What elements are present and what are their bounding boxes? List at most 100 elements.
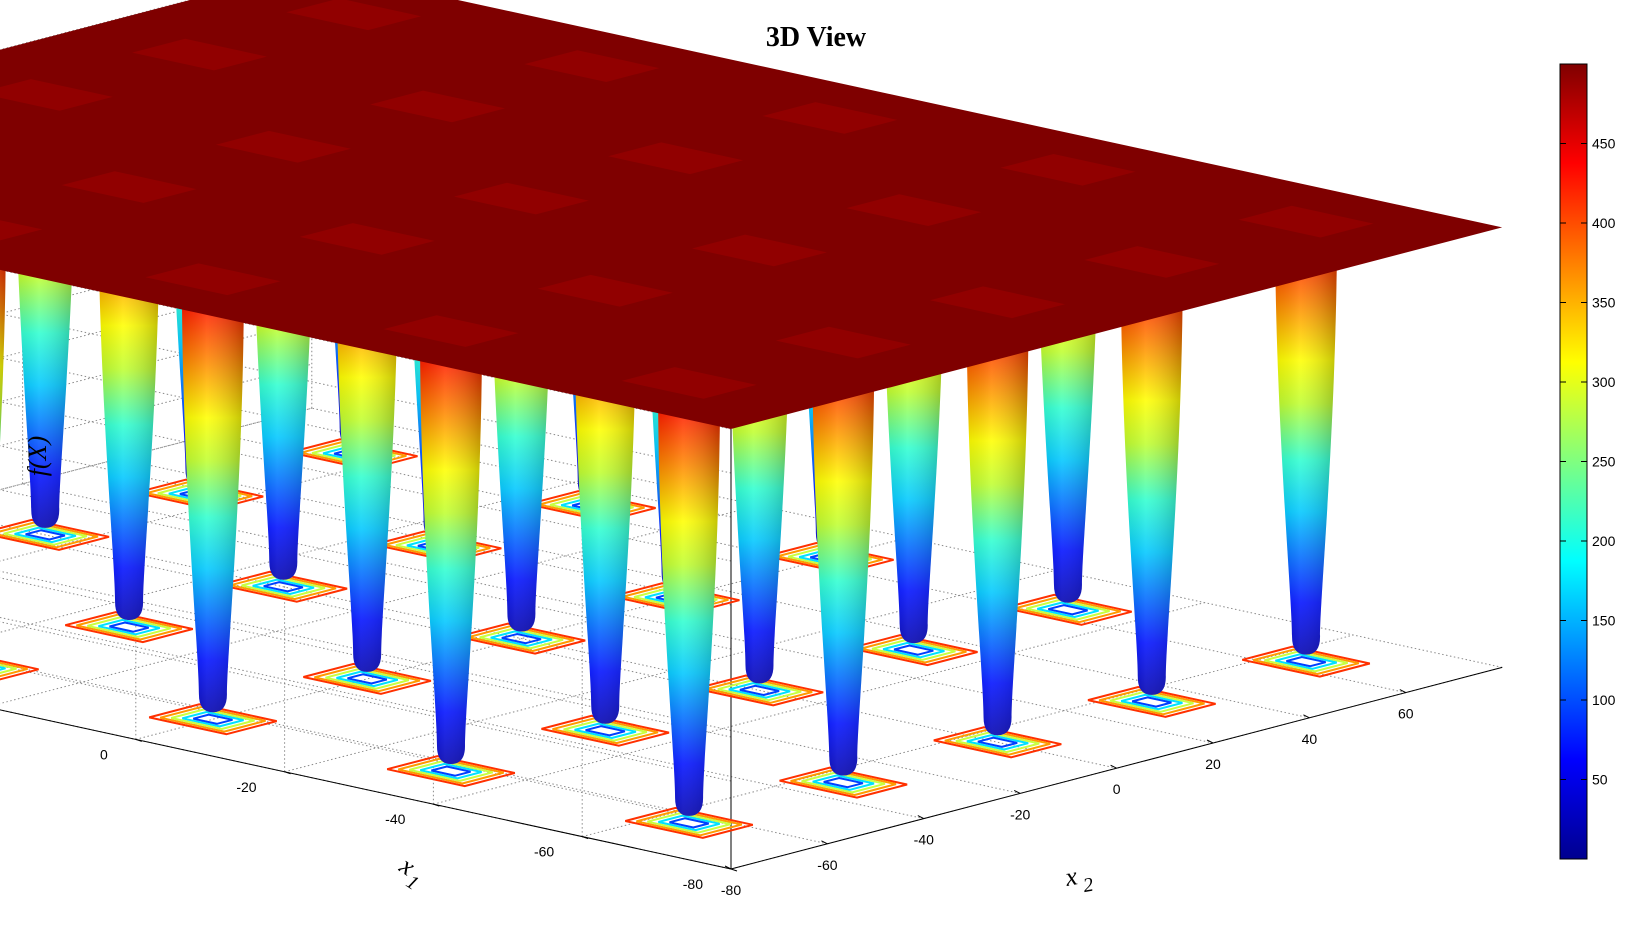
- contour-ring: [193, 713, 233, 725]
- x1-axis-label: x 1: [394, 850, 423, 895]
- x1-tick-label: -60: [534, 844, 554, 860]
- contour-ring: [325, 668, 410, 690]
- contour-ring: [457, 622, 586, 655]
- x2-tick-label: 0: [1113, 781, 1121, 797]
- floor-grid-line: [0, 472, 610, 633]
- contour-ring: [552, 717, 659, 745]
- colorbar-ticks: 50 100 150 200 250 300 350 400 450: [1560, 136, 1616, 788]
- plateau-plane: [0, 0, 1503, 429]
- contour-ring: [0, 661, 28, 678]
- x2-label-text: x: [1062, 861, 1080, 892]
- x2-tick-label: 40: [1302, 731, 1318, 747]
- x2-tick-label: 20: [1205, 756, 1221, 772]
- contour-ring: [706, 677, 813, 704]
- colorbar-tick-label: 150: [1592, 613, 1616, 629]
- contour-ring: [955, 731, 1040, 754]
- floor-grid-line: [582, 634, 1354, 838]
- x1-tick-mark: [433, 803, 440, 807]
- x1-tick-mark: [135, 738, 142, 742]
- floor-grid-line: [0, 524, 1117, 769]
- contour-ring: [669, 817, 709, 829]
- contour-ring: [1286, 655, 1326, 668]
- contour-ring: [65, 611, 194, 644]
- plateau-dimple: [0, 79, 113, 111]
- colorbar-tick-label: 450: [1592, 136, 1616, 152]
- contour-ring: [871, 639, 956, 661]
- contour-ring: [812, 774, 875, 791]
- x1-tick-label: -80: [683, 876, 703, 892]
- plateau-dimple: [383, 315, 519, 347]
- contour-ring: [25, 529, 66, 541]
- contour-ring: [717, 679, 802, 702]
- contour-ring: [314, 665, 421, 693]
- contour-ring: [0, 659, 39, 681]
- plateau-dimple: [775, 326, 911, 359]
- x1-tick-label: -40: [385, 811, 405, 827]
- x2-tick-mark: [1110, 764, 1117, 769]
- contour-ring: [373, 530, 502, 563]
- contour-ring: [728, 682, 791, 699]
- contour-ring: [1120, 693, 1183, 711]
- contour-ring: [347, 673, 388, 685]
- contour-ring: [263, 581, 304, 593]
- contour-ring: [611, 582, 740, 615]
- contour-ring: [1087, 685, 1216, 718]
- contour-ring: [479, 627, 564, 650]
- colorbar-tick-label: 100: [1592, 692, 1616, 708]
- contour-ring: [1242, 645, 1371, 678]
- plateau-dimple: [537, 274, 673, 307]
- well-shading: [966, 302, 1029, 736]
- contour-ring: [1131, 696, 1172, 708]
- contour-ring: [87, 616, 172, 638]
- x2-label-subscript: 2: [1081, 874, 1095, 897]
- floor-grid-line: [433, 602, 1205, 805]
- contour-ring: [252, 578, 315, 596]
- z-axis-label: f(X): [23, 436, 52, 476]
- contour-ring: [823, 776, 864, 789]
- floor-grid-line: [0, 570, 1021, 794]
- contour-ring: [1048, 604, 1088, 616]
- plateau-dimple: [454, 182, 589, 215]
- well-shading: [1120, 261, 1183, 695]
- contour-ring: [541, 714, 670, 747]
- contour-ring: [695, 674, 824, 707]
- well-shading: [1275, 221, 1338, 655]
- well-shading: [181, 279, 244, 713]
- x2-tick-mark: [1399, 689, 1407, 694]
- colorbar-tick-label: 350: [1592, 295, 1616, 311]
- floor-grid-line: [0, 616, 924, 820]
- x2-tick-mark: [1206, 739, 1214, 744]
- colorbar-tick-label: 50: [1592, 772, 1608, 788]
- plateau-dimple: [1238, 205, 1374, 238]
- contour-ring: [977, 736, 1018, 748]
- contour-ring: [765, 541, 894, 574]
- x2-axis-label: x 2: [1062, 861, 1095, 897]
- well-shading: [658, 382, 721, 816]
- colorbar-tick-label: 250: [1592, 454, 1616, 470]
- x1-tick-label: -20: [236, 779, 256, 795]
- x1-tick-label: 0: [100, 746, 108, 762]
- contour-ring: [801, 771, 886, 794]
- axis-ticks: 050100150200250300350400450500-80-60-40-…: [100, 689, 1414, 898]
- plateau-dimple: [286, 0, 422, 31]
- x1-tick-mark: [582, 836, 589, 840]
- contour-ring: [431, 765, 471, 777]
- contour-ring: [1098, 688, 1205, 716]
- contour-ring: [1264, 650, 1348, 673]
- colorbar-tick-label: 400: [1592, 215, 1616, 231]
- contour-ring: [3, 524, 88, 546]
- plateau-dimple: [0, 220, 43, 241]
- contour-ring: [1253, 648, 1360, 676]
- plateau-dimple: [1084, 246, 1220, 278]
- contour-ring: [933, 726, 1062, 759]
- contour-ring: [658, 814, 720, 832]
- colorbar-tick-label: 300: [1592, 374, 1616, 390]
- well-shading: [812, 342, 875, 776]
- contour-ring: [636, 809, 743, 837]
- contour-ring: [1109, 691, 1194, 713]
- contour-ring: [336, 670, 399, 688]
- plateau-dimple: [846, 194, 982, 226]
- contour-ring: [170, 708, 255, 731]
- well-shading: [420, 331, 482, 765]
